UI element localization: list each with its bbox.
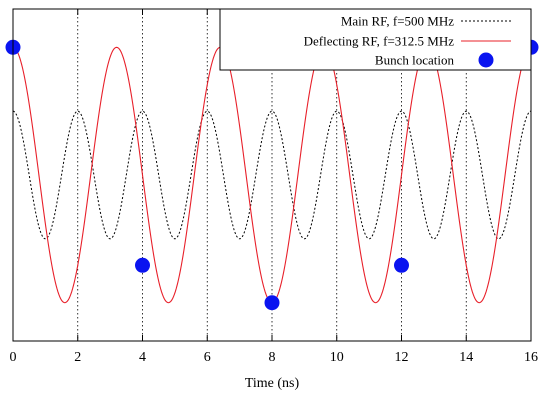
x-tick-label: 0 [10,350,17,365]
x-tick-label: 16 [524,350,538,365]
x-tick-label: 8 [269,350,276,365]
x-tick-label: 4 [139,350,146,365]
legend: Main RF, f=500 MHz Deflecting RF, f=312.5… [219,8,532,71]
x-tick-label: 10 [330,350,344,365]
x-ticks: 0 2 4 6 8 10 12 14 16 [10,9,538,365]
x-tick-label: 6 [204,350,211,365]
grid-lines [77,9,467,341]
legend-label-0: Main RF, f=500 MHz [341,14,454,29]
bunch-point [135,257,150,273]
x-tick-label: 12 [395,350,409,365]
bunch-point [264,295,280,311]
x-tick-label: 14 [459,350,473,365]
legend-swatch-2 [478,52,494,68]
x-axis-label: Time (ns) [245,376,300,391]
bunch-point [394,257,409,273]
legend-label-1: Deflecting RF, f=312.5 MHz [304,34,455,49]
legend-label-2: Bunch location [375,53,455,68]
x-tick-label: 2 [74,350,81,365]
